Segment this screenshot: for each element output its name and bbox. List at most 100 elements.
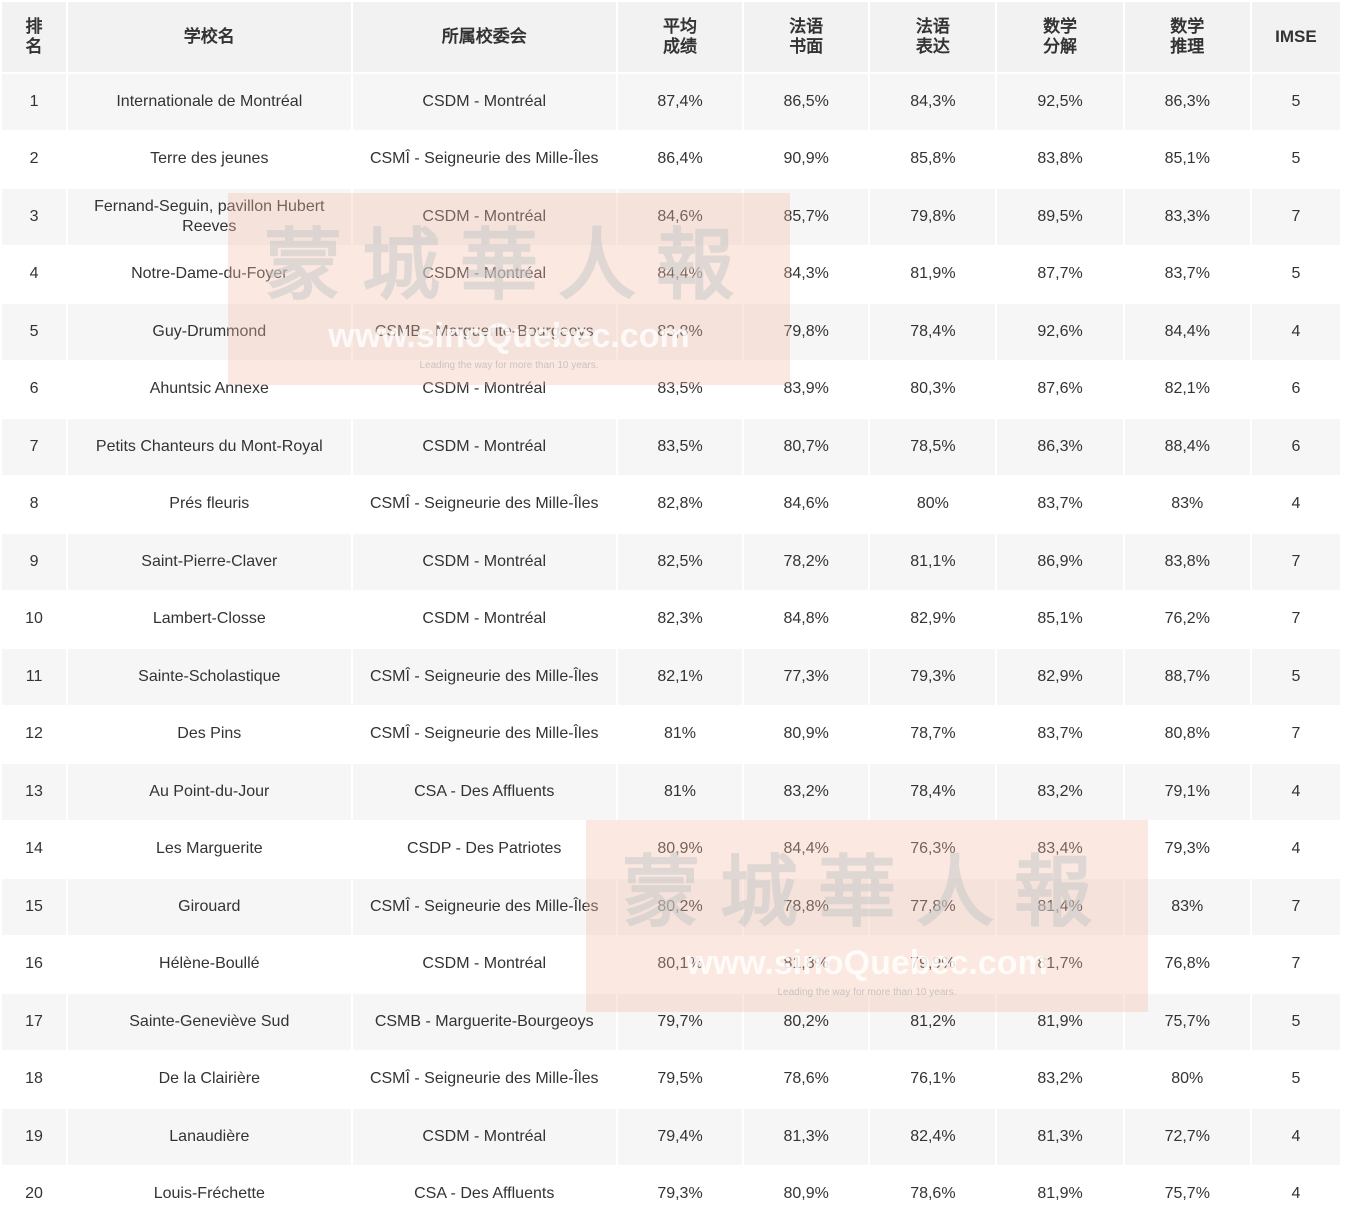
table-cell: 6	[2, 361, 67, 417]
column-header: IMSE	[1251, 2, 1340, 72]
table-cell: 86,9%	[997, 534, 1123, 590]
table-cell: 84,6%	[617, 189, 743, 245]
table-cell: 83,9%	[744, 361, 869, 417]
table-row: 6 Ahuntsic Annexe CSDM - Montréal 83,5% 83,9…	[2, 361, 1340, 417]
table-cell: CSDM - Montréal	[352, 534, 616, 590]
table-cell: Louis-Fréchette	[68, 1166, 351, 1222]
table-cell: 78,6%	[870, 1166, 996, 1222]
table-cell: 6	[1251, 419, 1340, 475]
table-cell: Girouard	[68, 879, 351, 935]
table-cell: 87,6%	[997, 361, 1123, 417]
table-cell: 83,2%	[744, 764, 869, 820]
table-cell: 87,7%	[997, 246, 1123, 302]
table-row: 7 Petits Chanteurs du Mont-Royal CSDM - Mo…	[2, 419, 1340, 475]
table-row: 9 Saint-Pierre-Claver CSDM - Montréal 82,5%…	[2, 534, 1340, 590]
table-cell: 84,3%	[744, 246, 869, 302]
table-cell: CSMÎ - Seigneurie des Mille-Îles	[352, 1051, 616, 1107]
table-cell: Saint-Pierre-Claver	[68, 534, 351, 590]
table-cell: Au Point-du-Jour	[68, 764, 351, 820]
table-cell: 86,3%	[1124, 74, 1250, 130]
table-cell: 80,1%	[617, 936, 743, 992]
table-cell: Sainte-Scholastique	[68, 649, 351, 705]
table-cell: 81,3%	[997, 1109, 1123, 1165]
table-cell: 9	[2, 534, 67, 590]
table-cell: 11	[2, 649, 67, 705]
table-row: 15 Girouard CSMÎ - Seigneurie des Mille-Îl…	[2, 879, 1340, 935]
table-cell: 79,1%	[1124, 764, 1250, 820]
table-cell: Ahuntsic Annexe	[68, 361, 351, 417]
table-cell: 15	[2, 879, 67, 935]
table-cell: 5	[1251, 131, 1340, 187]
table-cell: 76,2%	[1124, 591, 1250, 647]
table-cell: 82,5%	[617, 534, 743, 590]
table-cell: 80,9%	[744, 1166, 869, 1222]
table-cell: 78,7%	[870, 706, 996, 762]
table-cell: 84,4%	[744, 821, 869, 877]
table-cell: CSMÎ - Seigneurie des Mille-Îles	[352, 706, 616, 762]
table-cell: 90,9%	[744, 131, 869, 187]
table-cell: 6	[1251, 361, 1340, 417]
table-cell: 79,3%	[617, 1166, 743, 1222]
table-cell: 79,7%	[617, 994, 743, 1050]
table-cell: CSDM - Montréal	[352, 246, 616, 302]
table-cell: De la Clairière	[68, 1051, 351, 1107]
table-cell: 82,9%	[870, 591, 996, 647]
table-cell: Fernand-Seguin, pavillon Hubert Reeves	[68, 189, 351, 245]
table-cell: Les Marguerite	[68, 821, 351, 877]
table-cell: 7	[1251, 706, 1340, 762]
table-cell: 79,8%	[870, 189, 996, 245]
column-header: 排 名	[2, 2, 67, 72]
table-cell: 7	[1251, 879, 1340, 935]
table-row: 2 Terre des jeunes CSMÎ - Seigneurie des M…	[2, 131, 1340, 187]
table-cell: 83,7%	[997, 476, 1123, 532]
table-cell: 3	[2, 189, 67, 245]
table-cell: 7	[1251, 189, 1340, 245]
table-cell: 78,4%	[870, 304, 996, 360]
table-cell: 83,5%	[617, 361, 743, 417]
watermark-url: www.sinoQuebec.com	[686, 944, 1048, 982]
table-cell: 4	[1251, 1166, 1340, 1222]
table-cell: 79,9%	[870, 936, 996, 992]
table-cell: 79,4%	[617, 1109, 743, 1165]
table-cell: CSMÎ - Seigneurie des Mille-Îles	[352, 131, 616, 187]
table-cell: 83,7%	[1124, 246, 1250, 302]
table-cell: 80%	[870, 476, 996, 532]
table-cell: CSDM - Montréal	[352, 419, 616, 475]
table-cell: 76,3%	[870, 821, 996, 877]
table-cell: CSMB - Marguerite-Bourgeoys	[352, 994, 616, 1050]
table-cell: 7	[2, 419, 67, 475]
table-cell: 81,9%	[997, 994, 1123, 1050]
table-cell: 80%	[1124, 1051, 1250, 1107]
table-cell: 7	[1251, 936, 1340, 992]
table-cell: Notre-Dame-du-Foyer	[68, 246, 351, 302]
watermark-name: 蒙城華人報	[621, 847, 1112, 938]
table-cell: 80,2%	[617, 879, 743, 935]
table-cell: 5	[1251, 246, 1340, 302]
table-cell: 82,3%	[617, 591, 743, 647]
table-cell: Sainte-Geneviève Sud	[68, 994, 351, 1050]
table-cell: CSMÎ - Seigneurie des Mille-Îles	[352, 476, 616, 532]
column-header: 平均 成绩	[617, 2, 743, 72]
table-cell: 81,3%	[744, 1109, 869, 1165]
table-cell: CSDM - Montréal	[352, 936, 616, 992]
watermark: 蒙城華人報 www.sinoQuebec.com Leading the way…	[586, 820, 1148, 1012]
table-cell: 85,1%	[997, 591, 1123, 647]
table-cell: Internationale de Montréal	[68, 74, 351, 130]
table-cell: CSDP - Des Patriotes	[352, 821, 616, 877]
table-cell: 81%	[617, 706, 743, 762]
table-cell: 92,6%	[997, 304, 1123, 360]
table-cell: 78,4%	[870, 764, 996, 820]
column-header: 数学 推理	[1124, 2, 1250, 72]
table-cell: 18	[2, 1051, 67, 1107]
column-header: 法语 表达	[870, 2, 996, 72]
table-cell: 75,7%	[1124, 994, 1250, 1050]
table-cell: 83,2%	[997, 1051, 1123, 1107]
table-cell: 81,2%	[870, 994, 996, 1050]
table-cell: 83,3%	[1124, 189, 1250, 245]
table-cell: 81,4%	[997, 879, 1123, 935]
table-cell: 80,7%	[744, 419, 869, 475]
table-row: 3 Fernand-Seguin, pavillon Hubert Reeves C…	[2, 189, 1340, 245]
table-cell: 82,4%	[870, 1109, 996, 1165]
table-cell: 78,2%	[744, 534, 869, 590]
